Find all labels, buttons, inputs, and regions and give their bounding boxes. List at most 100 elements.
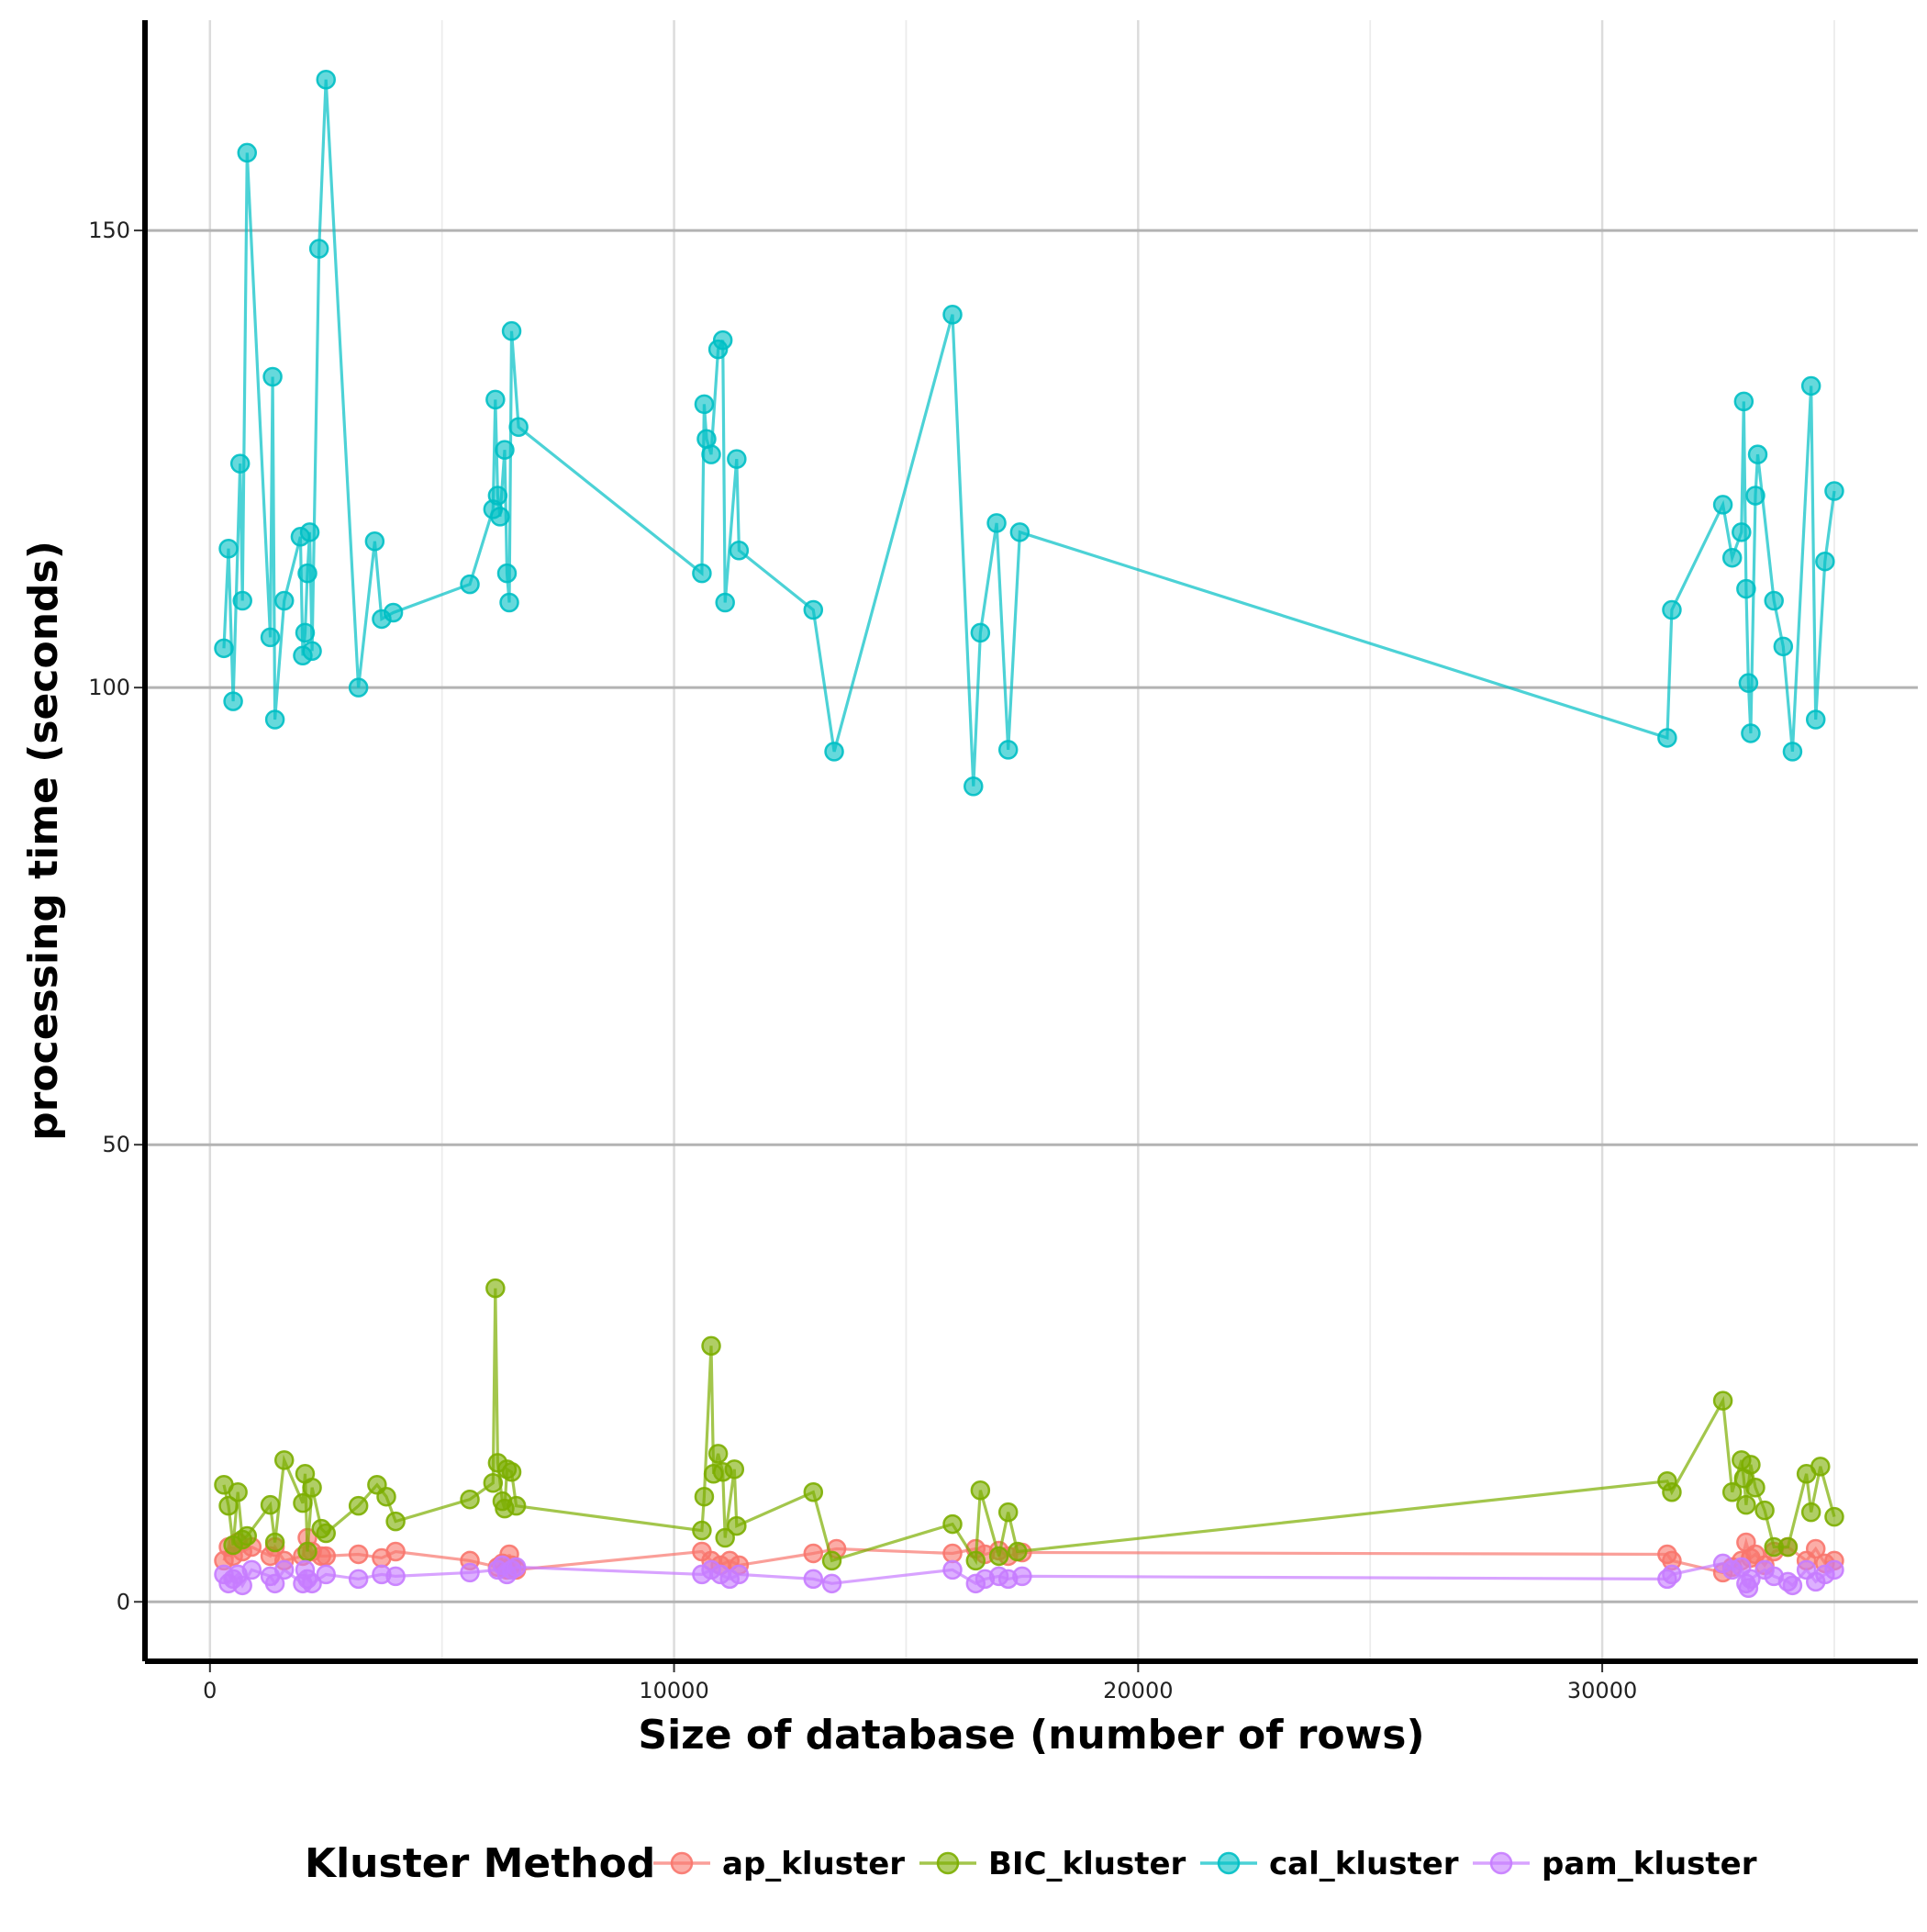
- data-point: [264, 1532, 285, 1553]
- legend-item-pam_kluster: pam_kluster: [1473, 1846, 1757, 1882]
- data-point: [316, 69, 336, 90]
- data-point: [501, 320, 522, 341]
- y-tick-label: 50: [102, 1132, 130, 1157]
- data-point: [727, 1515, 747, 1536]
- data-point: [385, 1566, 406, 1587]
- data-point: [483, 1473, 504, 1493]
- data-point: [1736, 1494, 1756, 1515]
- data-point: [1824, 1559, 1844, 1580]
- data-point: [803, 1481, 824, 1502]
- data-point: [506, 1495, 527, 1516]
- data-point: [295, 622, 316, 643]
- data-point: [986, 513, 1007, 533]
- data-point: [229, 453, 251, 474]
- data-point: [1712, 1390, 1733, 1411]
- data-point: [348, 677, 369, 698]
- data-point: [694, 394, 715, 415]
- data-point: [1712, 495, 1733, 515]
- data-point: [692, 1520, 712, 1541]
- data-point: [1741, 1569, 1761, 1590]
- legend-label: ap_kluster: [722, 1846, 905, 1882]
- legend-items: ap_kluster BIC_kluster cal_kluster pam_klus…: [653, 1846, 1757, 1882]
- data-point: [970, 1480, 991, 1501]
- data-point: [997, 1502, 1019, 1523]
- data-point: [715, 592, 735, 613]
- data-point: [273, 1559, 295, 1580]
- data-point: [273, 590, 295, 611]
- data-point: [1754, 1500, 1775, 1521]
- legend: Kluster Method ap_kluster BIC_kluster cal_…: [305, 1840, 1757, 1887]
- data-point: [1721, 1481, 1743, 1502]
- legend-label: cal_kluster: [1269, 1846, 1459, 1882]
- data-point: [223, 691, 243, 711]
- data-point: [970, 622, 991, 643]
- x-tick-label: 10000: [639, 1678, 708, 1703]
- data-point: [803, 599, 824, 620]
- legend-item-ap_kluster: ap_kluster: [653, 1846, 905, 1882]
- data-point: [1721, 547, 1743, 568]
- data-point: [228, 1481, 248, 1502]
- series-line-BIC_kluster: [222, 1288, 1836, 1566]
- data-point: [965, 1550, 986, 1571]
- data-point: [694, 1486, 715, 1507]
- data-point: [490, 507, 510, 527]
- data-point: [1745, 486, 1765, 506]
- data-point: [707, 1444, 729, 1464]
- data-point: [1009, 522, 1030, 542]
- x-axis-title: Size of database (number of rows): [638, 1712, 1424, 1759]
- data-point: [692, 563, 712, 584]
- data-point: [1662, 599, 1682, 620]
- data-point: [302, 641, 322, 662]
- data-point: [293, 1492, 313, 1513]
- legend-key-marker: [1217, 1851, 1241, 1875]
- data-point: [308, 239, 329, 259]
- data-point: [316, 1523, 336, 1544]
- data-point: [218, 1495, 239, 1516]
- axes: [142, 20, 1918, 1664]
- data-point: [1657, 728, 1677, 748]
- data-point: [385, 1541, 406, 1562]
- data-point: [729, 540, 750, 561]
- data-point: [487, 486, 508, 506]
- data-point: [241, 1559, 262, 1580]
- data-point: [1008, 1541, 1028, 1562]
- data-point: [724, 1459, 745, 1480]
- legend-label: pam_kluster: [1542, 1846, 1757, 1882]
- legend-label: BIC_kluster: [988, 1846, 1186, 1882]
- data-point: [701, 444, 721, 464]
- data-point: [1824, 481, 1844, 501]
- data-point: [942, 1543, 963, 1564]
- data-point: [383, 602, 404, 623]
- data-point: [1741, 1455, 1761, 1475]
- data-point: [348, 1544, 369, 1565]
- legend-key-marker: [936, 1851, 960, 1875]
- y-tick-label: 100: [88, 675, 130, 700]
- data-point: [964, 776, 984, 797]
- data-point: [506, 1557, 527, 1578]
- data-point: [1764, 590, 1784, 611]
- data-point: [1800, 1502, 1821, 1523]
- data-point: [264, 1573, 285, 1594]
- data-point: [1662, 1481, 1682, 1502]
- data-point: [232, 590, 252, 611]
- data-point: [460, 1489, 480, 1510]
- data-point: [701, 1335, 721, 1357]
- data-point: [1745, 1477, 1765, 1498]
- data-point: [1773, 636, 1794, 657]
- data-point: [729, 1564, 750, 1585]
- data-point: [460, 574, 480, 595]
- data-point: [1733, 391, 1754, 412]
- data-point: [264, 709, 285, 730]
- legend-item-BIC_kluster: BIC_kluster: [919, 1846, 1186, 1882]
- y-axis-title: processing time (seconds): [20, 541, 67, 1141]
- data-point: [1741, 723, 1761, 743]
- data-point: [803, 1569, 824, 1590]
- data-point: [316, 1546, 336, 1567]
- data-point: [485, 1278, 506, 1299]
- data-point: [260, 1494, 281, 1515]
- data-point: [499, 592, 519, 613]
- data-point: [316, 1564, 336, 1585]
- data-point: [495, 440, 515, 460]
